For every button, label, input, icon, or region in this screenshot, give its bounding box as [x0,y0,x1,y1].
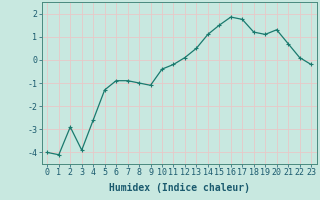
X-axis label: Humidex (Indice chaleur): Humidex (Indice chaleur) [109,183,250,193]
